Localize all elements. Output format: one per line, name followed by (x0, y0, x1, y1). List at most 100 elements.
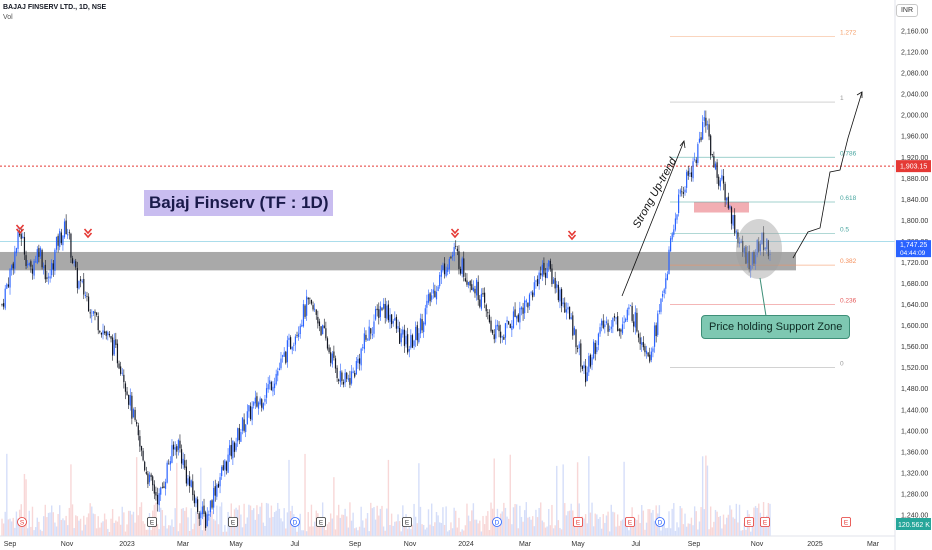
zones-layer (0, 165, 895, 271)
volume-bar (514, 504, 516, 536)
volume-bar (94, 514, 96, 536)
volume-bar (488, 530, 491, 536)
candle-body (338, 379, 340, 382)
candle-body (665, 278, 667, 289)
candle-body (461, 258, 463, 275)
candle-body (22, 236, 24, 239)
candle-body (70, 233, 72, 258)
volume-bar (318, 519, 321, 536)
candle-body (416, 325, 418, 341)
fib-label: 1 (840, 95, 844, 102)
candle-body (397, 326, 399, 329)
candle-body (431, 295, 433, 300)
candle-body (286, 340, 288, 363)
candle-body (36, 249, 38, 264)
candle-body (31, 268, 34, 274)
volume-bar (541, 520, 544, 536)
volume-bar (602, 514, 604, 536)
candle-body (581, 366, 584, 369)
volume-bar (105, 519, 107, 536)
volume-bar (586, 523, 588, 536)
event-marker-label: D (495, 520, 500, 527)
candle-body (601, 320, 603, 326)
candle-body (492, 329, 494, 334)
volume-value-tag (896, 518, 931, 530)
currency-button[interactable]: INR (896, 4, 918, 17)
volume-bar (63, 520, 66, 536)
volume-bar (557, 520, 560, 536)
candle-body (115, 339, 117, 345)
candle-body (155, 492, 157, 496)
volume-bar (682, 524, 685, 536)
candle-body (591, 357, 593, 365)
candle-body (578, 344, 580, 348)
volume-bar (504, 507, 507, 536)
volume-bar (751, 522, 754, 536)
event-marker-label: E (763, 520, 768, 527)
volume-bar (217, 524, 220, 536)
volume-bar (254, 519, 257, 536)
volume-bar (743, 523, 746, 536)
callout-pointer (759, 277, 767, 317)
candle-body (376, 308, 378, 311)
volume-bar (693, 506, 696, 536)
volume-bar (296, 531, 298, 536)
volume-bar (379, 508, 382, 536)
volume-bar (764, 522, 766, 536)
candle-body (9, 269, 11, 288)
volume-bar (198, 518, 200, 536)
candle-body (560, 289, 563, 306)
volume-bar (60, 519, 63, 536)
candle-body (374, 309, 377, 320)
y-tick-label: 1,680.00 (901, 281, 928, 288)
event-marker (625, 517, 635, 527)
candle-body (384, 303, 386, 318)
event-marker-label: E (576, 520, 581, 527)
candle-body (278, 368, 280, 371)
candle-body (238, 427, 240, 441)
candle-body (347, 378, 349, 380)
volume-bar (111, 509, 114, 536)
volume-bar (466, 503, 468, 536)
volume-bar (716, 511, 718, 536)
volume-bar (721, 528, 723, 536)
volume-bar (200, 467, 202, 536)
volume-bar (313, 521, 316, 536)
support-highlight-circle (736, 219, 782, 279)
candle-body (35, 261, 37, 263)
volume-bar (360, 506, 362, 536)
volume-bar (597, 518, 600, 536)
volume-bar (390, 513, 393, 536)
candle-body (612, 317, 614, 327)
candle-body (626, 309, 628, 320)
candle-body (440, 270, 442, 277)
candle-body (267, 384, 269, 390)
volume-bar (299, 513, 301, 536)
y-tick-label: 1,360.00 (901, 449, 928, 456)
volume-bar (711, 527, 713, 536)
x-tick-label: Jul (632, 541, 641, 548)
volume-bar (479, 520, 481, 536)
fib-label: 0.5 (840, 227, 849, 234)
volume-bar (267, 503, 269, 536)
candle-body (203, 505, 205, 514)
volume-bar (193, 523, 196, 536)
volume-bar (511, 524, 513, 536)
candle-body (676, 214, 678, 220)
time-axis: Sep Nov 2023 Mar May Jul Sep Nov 2024 Mar May Jul Se… (0, 535, 895, 548)
volume-bar (592, 526, 595, 536)
candle-body (594, 342, 596, 354)
candle-body (160, 487, 162, 495)
volume-bar (6, 453, 8, 536)
volume-bar (83, 515, 85, 536)
candle-body (474, 288, 476, 294)
candle-body (639, 337, 641, 344)
candle-body (599, 327, 601, 334)
candle-body (15, 248, 18, 254)
volume-bar (480, 531, 483, 536)
candle-body (557, 284, 559, 301)
fib-label: 0.382 (840, 258, 857, 265)
x-tick-label: Jul (291, 541, 300, 548)
volume-bar (182, 508, 184, 536)
